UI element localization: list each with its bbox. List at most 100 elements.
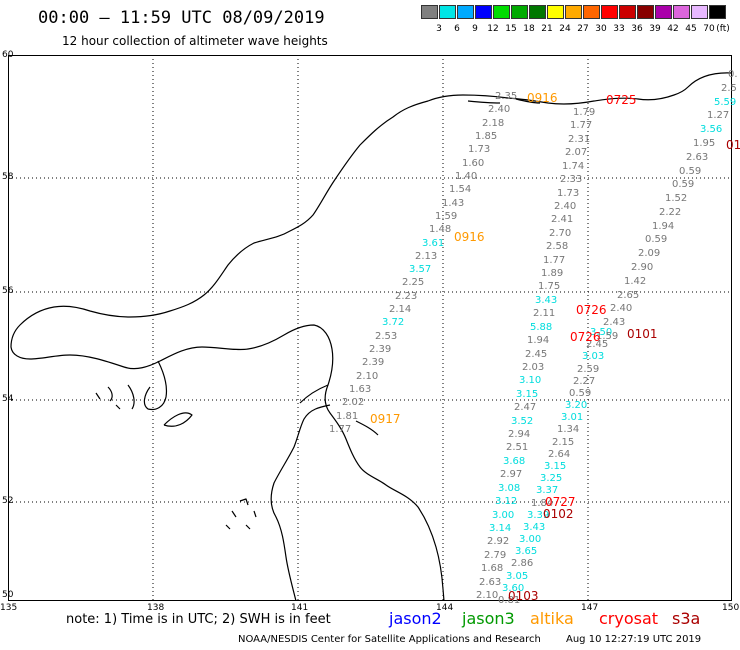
track-c-wave-height: 2.45: [586, 339, 609, 350]
color-scale-label: 24: [559, 24, 571, 34]
track-a-wave-height: 1.85: [475, 131, 498, 142]
color-scale-swatch: [709, 5, 726, 19]
lat-label-50: 50: [2, 590, 14, 600]
track-a-wave-height: 1.54: [449, 184, 472, 195]
track-c-wave-height: 3.43: [523, 522, 546, 533]
credit-line: NOAA/NESDIS Center for Satellite Applica…: [238, 634, 541, 645]
track-a-wave-height: 2.23: [395, 291, 418, 302]
track-a-wave-height: 2.39: [369, 344, 392, 355]
track-c-wave-height: 3.50: [590, 327, 613, 338]
legend-jason3: jason3: [462, 609, 515, 628]
track-b-wave-height: 1.77: [570, 120, 593, 131]
track-b-wave-height: 2.41: [551, 214, 574, 225]
track-b-wave-height: 1.73: [557, 188, 580, 199]
color-scale-swatch: [493, 5, 510, 19]
color-scale-swatch: [529, 5, 546, 19]
track-d-wave-height: 1.95: [693, 138, 716, 149]
lon-label-135: 135: [0, 603, 18, 613]
color-scale-swatch: [457, 5, 474, 19]
color-scale-label: 45: [685, 24, 697, 34]
color-scale-label: 9: [472, 24, 478, 34]
pass-time-label: 0726: [570, 330, 601, 344]
color-scale-label: 42: [667, 24, 679, 34]
lon-label-150: 150: [722, 603, 740, 613]
pass-time-label: 0103: [508, 589, 539, 603]
track-a-wave-height: 1.77: [329, 424, 352, 435]
track-a-wave-height: 2.35: [495, 91, 518, 102]
color-scale-label: 12: [487, 24, 499, 34]
color-scale-swatch: [475, 5, 492, 19]
color-scale-label: 39: [649, 24, 661, 34]
track-c-wave-height: 1.34: [557, 424, 580, 435]
lat-label-52: 52: [2, 496, 14, 506]
color-scale-label: 33: [613, 24, 625, 34]
track-a-wave-height: 2.25: [402, 277, 425, 288]
color-scale-label: 70: [703, 24, 715, 34]
track-a-wave-height: 1.60: [462, 158, 485, 169]
track-c-wave-height: 3.15: [544, 461, 567, 472]
color-scale-swatch: [547, 5, 564, 19]
pass-time-label: 0917: [370, 412, 401, 426]
track-b-wave-height: 5.88: [530, 322, 553, 333]
track-b-wave-height: 2.94: [508, 429, 531, 440]
track-d-wave-height: 1.52: [665, 193, 688, 204]
color-scale-swatch: [619, 5, 636, 19]
track-d-wave-height: 2.63: [686, 152, 709, 163]
pass-time-label: 0101: [627, 327, 658, 341]
color-scale-swatch: [511, 5, 528, 19]
track-d-wave-height: 0.59: [672, 179, 695, 190]
color-scale-unit: (ft): [716, 24, 730, 34]
track-b-wave-height: 2.79: [484, 550, 507, 561]
color-scale-swatch: [655, 5, 672, 19]
track-a-wave-height: 1.43: [442, 198, 465, 209]
track-d-wave-height: 2.43: [603, 317, 626, 328]
map-title: 00:00 – 11:59 UTC 08/09/2019: [38, 8, 325, 28]
track-c-wave-height: 2.15: [552, 437, 575, 448]
track-d-wave-height: 0.59: [679, 166, 702, 177]
track-c-wave-height: 0.81: [498, 595, 521, 606]
track-d-wave-height: 1.27: [707, 110, 730, 121]
color-scale-label: 21: [541, 24, 553, 34]
lat-label-56: 56: [2, 286, 14, 296]
track-b-wave-height: 1.74: [562, 161, 585, 172]
track-a-wave-height: 3.57: [409, 264, 432, 275]
track-b-wave-height: 1.79: [573, 107, 596, 118]
track-b-wave-height: 1.94: [527, 335, 550, 346]
track-a-wave-height: 2.39: [362, 357, 385, 368]
color-scale-label: 27: [577, 24, 589, 34]
track-d-wave-height: 2.40: [610, 303, 633, 314]
track-c-wave-height: 3.01: [561, 412, 584, 423]
track-d-wave-height: 2.65: [617, 290, 640, 301]
generated-timestamp: Aug 10 12:27:19 UTC 2019: [566, 634, 702, 645]
lat-label-60: 60: [2, 50, 14, 60]
track-b-wave-height: 3.00: [492, 510, 515, 521]
track-d-wave-height: 0.59: [645, 234, 668, 245]
track-d-wave-height: 5.59: [714, 97, 737, 108]
track-b-wave-height: 1.68: [481, 563, 504, 574]
track-a-wave-height: 2.53: [375, 331, 398, 342]
color-scale-swatch: [421, 5, 438, 19]
track-c-wave-height: 3.05: [506, 571, 529, 582]
track-b-wave-height: 2.92: [487, 536, 510, 547]
pass-time-label: 0727: [545, 495, 576, 509]
track-c-wave-height: 2.59: [577, 364, 600, 375]
map-frame: [8, 55, 732, 601]
lat-label-54: 54: [2, 394, 14, 404]
track-b-wave-height: 2.31: [568, 134, 591, 145]
color-scale-swatch: [439, 5, 456, 19]
color-scale-label: 36: [631, 24, 643, 34]
track-c-wave-height: 3.03: [582, 351, 605, 362]
track-d-wave-height: 2.90: [631, 262, 654, 273]
track-a-wave-height: 2.10: [356, 371, 379, 382]
track-b-wave-height: 2.63: [479, 577, 502, 588]
track-b-wave-height: 1.77: [543, 255, 566, 266]
track-b-wave-height: 2.40: [554, 201, 577, 212]
color-scale-swatch: [673, 5, 690, 19]
track-d-wave-height: 1.94: [652, 221, 675, 232]
track-d-wave-height: 2.5: [721, 83, 737, 94]
color-scale-label: 18: [523, 24, 535, 34]
track-b-wave-height: 2.10: [476, 590, 499, 601]
lat-label-58: 58: [2, 172, 14, 182]
track-d-wave-height: 1.42: [624, 276, 647, 287]
track-c-wave-height: 3.00: [519, 534, 542, 545]
